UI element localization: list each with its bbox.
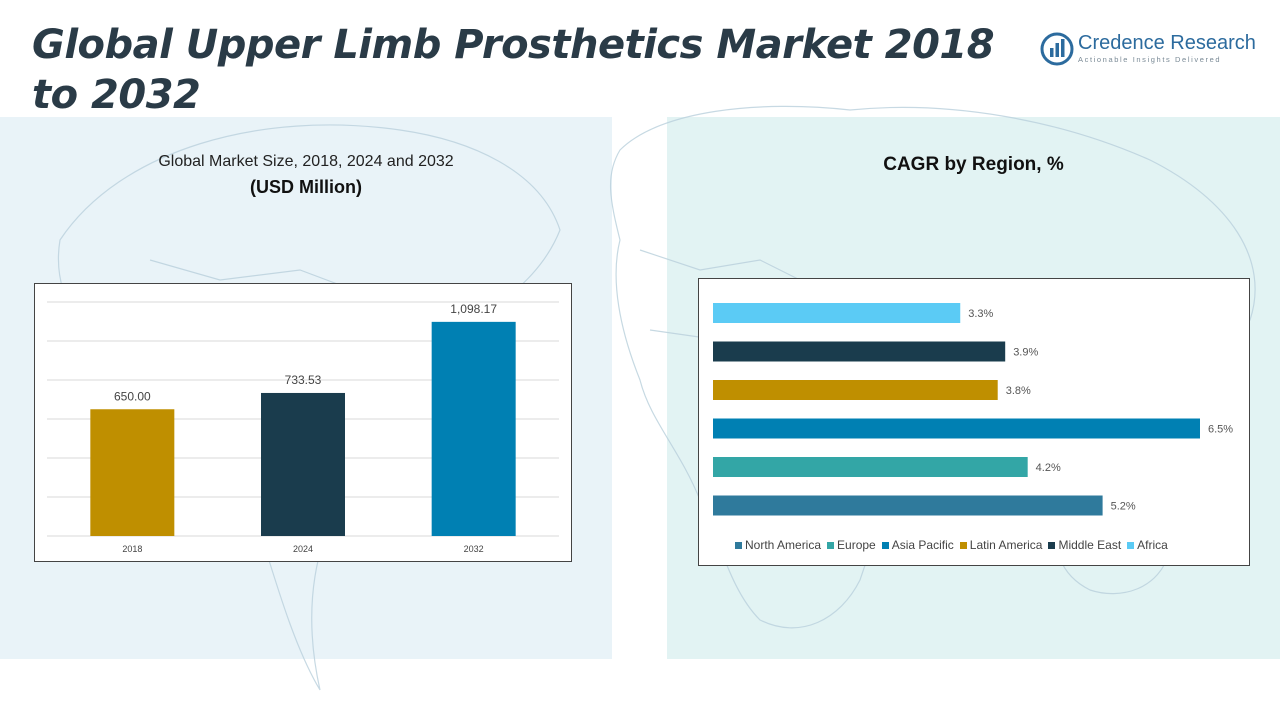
cagr-legend: North America Europe Asia Pacific Latin Ame… (735, 538, 1168, 552)
hbar-value-label: 6.5% (1208, 424, 1233, 436)
bar-value-label: 1,098.17 (450, 302, 497, 316)
legend-label: Asia Pacific (891, 538, 954, 552)
x-tick-label: 2032 (464, 544, 484, 554)
legend-label: North America (745, 538, 822, 552)
legend-item: Latin America (959, 538, 1043, 552)
bar-2024 (261, 392, 345, 536)
hbar-asia-pacific (713, 418, 1200, 439)
logo-name: Credence Research (1078, 32, 1256, 54)
cagr-title: CAGR by Region, % (883, 154, 1064, 175)
hbar-europe (713, 457, 1028, 477)
hbar-value-label: 5.2% (1111, 501, 1136, 513)
hbar-value-label: 4.2% (1036, 462, 1061, 474)
legend-item: Africa (1127, 538, 1168, 552)
hbar-north-america (713, 495, 1103, 516)
legend-item: Europe (827, 538, 876, 552)
bar-value-label: 733.53 (285, 373, 322, 387)
bar-2018 (90, 409, 175, 536)
hbar-latin-america (713, 380, 998, 400)
hbar-value-label: 3.9% (1013, 347, 1038, 359)
legend-swatch (827, 541, 835, 549)
page-title: Global Upper Limb Prosthetics Market 201… (32, 22, 995, 118)
hbar-value-label: 3.3% (968, 308, 993, 320)
legend-swatch (735, 541, 742, 549)
market-size-bars: 650.00 2018 733.53 2024 1,098.17 2032 (47, 301, 559, 554)
legend-item: Asia Pacific (881, 538, 954, 552)
cagr-chart: 3.3% 3.9% 3.8% 6.5% 4.2% 5.2% (698, 278, 1250, 566)
legend-label: Africa (1137, 538, 1168, 552)
market-size-subtitle: Global Market Size, 2018, 2024 and 2032 (158, 153, 454, 170)
legend-swatch (1048, 541, 1056, 549)
legend-item: North America (735, 538, 821, 552)
logo-icon (1040, 32, 1074, 66)
legend-label: Europe (837, 538, 876, 552)
x-tick-label: 2018 (122, 544, 142, 554)
legend-swatch (959, 541, 967, 549)
bar-2032 (431, 321, 516, 536)
hbar-middle-east (713, 341, 1006, 362)
market-size-unit: (USD Million) (250, 177, 362, 197)
hbar-value-label: 3.8% (1006, 385, 1031, 397)
market-size-chart: 650.00 2018 733.53 2024 1,098.17 2032 (34, 283, 572, 562)
legend-label: Latin America (969, 538, 1043, 552)
hbar-africa (713, 303, 961, 323)
bar-value-label: 650.00 (114, 389, 151, 403)
legend-label: Middle East (1058, 538, 1122, 552)
legend-swatch (881, 541, 889, 549)
logo-tagline: Actionable Insights Delivered (1078, 55, 1222, 64)
legend-swatch (1127, 541, 1135, 549)
legend-item: Middle East (1048, 538, 1121, 552)
x-tick-label: 2024 (293, 544, 313, 554)
cagr-bars: 3.3% 3.9% 3.8% 6.5% 4.2% 5.2% (713, 303, 1233, 516)
credence-research-logo: Credence Research Actionable Insights De… (1040, 30, 1260, 70)
